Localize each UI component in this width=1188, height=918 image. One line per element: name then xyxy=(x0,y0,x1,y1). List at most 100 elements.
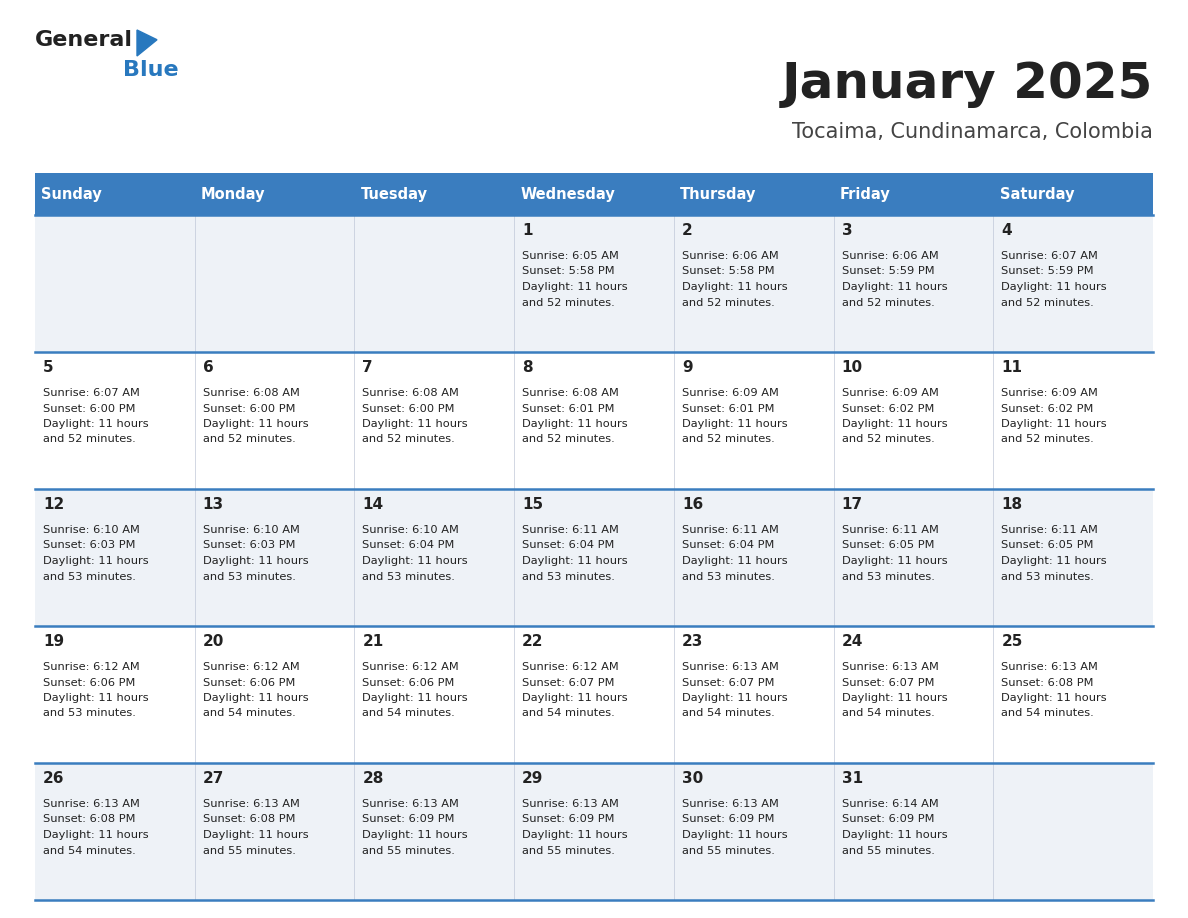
Text: Daylight: 11 hours: Daylight: 11 hours xyxy=(362,830,468,840)
Text: Sunrise: 6:07 AM: Sunrise: 6:07 AM xyxy=(1001,251,1098,261)
Text: and 53 minutes.: and 53 minutes. xyxy=(841,572,935,581)
Text: Sunrise: 6:13 AM: Sunrise: 6:13 AM xyxy=(523,799,619,809)
Text: 27: 27 xyxy=(203,771,225,786)
Text: Sunrise: 6:13 AM: Sunrise: 6:13 AM xyxy=(682,799,778,809)
Text: Daylight: 11 hours: Daylight: 11 hours xyxy=(841,556,947,566)
Bar xyxy=(834,352,993,489)
Text: and 53 minutes.: and 53 minutes. xyxy=(1001,572,1094,581)
Text: Daylight: 11 hours: Daylight: 11 hours xyxy=(682,556,788,566)
Text: 6: 6 xyxy=(203,360,214,375)
Text: Tuesday: Tuesday xyxy=(361,186,428,201)
Bar xyxy=(354,489,514,626)
Bar xyxy=(993,352,1154,489)
Text: and 54 minutes.: and 54 minutes. xyxy=(682,709,775,719)
Text: Sunset: 6:09 PM: Sunset: 6:09 PM xyxy=(523,814,614,824)
Text: Sunrise: 6:13 AM: Sunrise: 6:13 AM xyxy=(362,799,460,809)
Text: and 52 minutes.: and 52 minutes. xyxy=(523,434,615,444)
Bar xyxy=(195,763,354,900)
Text: and 53 minutes.: and 53 minutes. xyxy=(523,572,615,581)
Text: Sunrise: 6:08 AM: Sunrise: 6:08 AM xyxy=(523,388,619,398)
Text: and 52 minutes.: and 52 minutes. xyxy=(682,297,775,308)
Text: Daylight: 11 hours: Daylight: 11 hours xyxy=(841,830,947,840)
Text: Sunrise: 6:11 AM: Sunrise: 6:11 AM xyxy=(1001,525,1098,535)
Bar xyxy=(834,626,993,763)
Bar xyxy=(34,626,195,763)
Text: Sunset: 6:08 PM: Sunset: 6:08 PM xyxy=(203,814,295,824)
Text: 1: 1 xyxy=(523,223,532,238)
Bar xyxy=(674,352,834,489)
Text: Sunset: 6:07 PM: Sunset: 6:07 PM xyxy=(682,677,775,688)
Text: 15: 15 xyxy=(523,497,543,512)
Text: and 52 minutes.: and 52 minutes. xyxy=(682,434,775,444)
Text: and 52 minutes.: and 52 minutes. xyxy=(841,434,934,444)
Text: Daylight: 11 hours: Daylight: 11 hours xyxy=(523,830,627,840)
Text: Sunset: 5:58 PM: Sunset: 5:58 PM xyxy=(682,266,775,276)
Text: Sunset: 6:03 PM: Sunset: 6:03 PM xyxy=(203,541,295,551)
Text: 5: 5 xyxy=(43,360,53,375)
Text: and 55 minutes.: and 55 minutes. xyxy=(841,845,935,856)
Text: Sunset: 6:07 PM: Sunset: 6:07 PM xyxy=(523,677,614,688)
Text: Daylight: 11 hours: Daylight: 11 hours xyxy=(841,419,947,429)
Bar xyxy=(674,215,834,352)
Text: and 54 minutes.: and 54 minutes. xyxy=(523,709,615,719)
Text: Daylight: 11 hours: Daylight: 11 hours xyxy=(43,419,148,429)
Bar xyxy=(674,173,834,215)
Text: and 52 minutes.: and 52 minutes. xyxy=(362,434,455,444)
Text: Sunrise: 6:06 AM: Sunrise: 6:06 AM xyxy=(841,251,939,261)
Text: Daylight: 11 hours: Daylight: 11 hours xyxy=(523,693,627,703)
Text: 19: 19 xyxy=(43,634,64,649)
Text: Daylight: 11 hours: Daylight: 11 hours xyxy=(43,556,148,566)
Text: Sunset: 6:05 PM: Sunset: 6:05 PM xyxy=(1001,541,1094,551)
Text: 12: 12 xyxy=(43,497,64,512)
Text: Sunrise: 6:09 AM: Sunrise: 6:09 AM xyxy=(682,388,778,398)
Bar xyxy=(514,215,674,352)
Text: and 54 minutes.: and 54 minutes. xyxy=(362,709,455,719)
Text: Sunrise: 6:08 AM: Sunrise: 6:08 AM xyxy=(203,388,299,398)
Text: Sunset: 6:04 PM: Sunset: 6:04 PM xyxy=(682,541,775,551)
Text: and 53 minutes.: and 53 minutes. xyxy=(203,572,296,581)
Bar xyxy=(34,352,195,489)
Text: Sunday: Sunday xyxy=(42,186,102,201)
Text: and 53 minutes.: and 53 minutes. xyxy=(43,572,135,581)
Text: January 2025: January 2025 xyxy=(782,60,1154,108)
Bar xyxy=(354,763,514,900)
Text: Sunset: 6:00 PM: Sunset: 6:00 PM xyxy=(43,404,135,413)
Text: Sunset: 6:00 PM: Sunset: 6:00 PM xyxy=(203,404,295,413)
Text: and 52 minutes.: and 52 minutes. xyxy=(523,297,615,308)
Text: 14: 14 xyxy=(362,497,384,512)
Bar xyxy=(834,489,993,626)
Text: Daylight: 11 hours: Daylight: 11 hours xyxy=(203,693,309,703)
Bar xyxy=(674,489,834,626)
Bar xyxy=(993,489,1154,626)
Bar xyxy=(674,763,834,900)
Text: Sunrise: 6:09 AM: Sunrise: 6:09 AM xyxy=(841,388,939,398)
Text: Daylight: 11 hours: Daylight: 11 hours xyxy=(1001,693,1107,703)
Text: Daylight: 11 hours: Daylight: 11 hours xyxy=(203,419,309,429)
Bar xyxy=(34,489,195,626)
Text: 2: 2 xyxy=(682,223,693,238)
Text: and 54 minutes.: and 54 minutes. xyxy=(203,709,296,719)
Text: Daylight: 11 hours: Daylight: 11 hours xyxy=(682,693,788,703)
Text: 23: 23 xyxy=(682,634,703,649)
Text: 16: 16 xyxy=(682,497,703,512)
Text: 10: 10 xyxy=(841,360,862,375)
Text: Sunrise: 6:11 AM: Sunrise: 6:11 AM xyxy=(841,525,939,535)
Text: 18: 18 xyxy=(1001,497,1023,512)
Text: Sunset: 5:59 PM: Sunset: 5:59 PM xyxy=(1001,266,1094,276)
Text: 25: 25 xyxy=(1001,634,1023,649)
Text: Sunrise: 6:10 AM: Sunrise: 6:10 AM xyxy=(203,525,299,535)
Text: Sunrise: 6:09 AM: Sunrise: 6:09 AM xyxy=(1001,388,1098,398)
Text: Daylight: 11 hours: Daylight: 11 hours xyxy=(523,419,627,429)
Text: Saturday: Saturday xyxy=(999,186,1074,201)
Text: Sunrise: 6:13 AM: Sunrise: 6:13 AM xyxy=(1001,662,1098,672)
Bar xyxy=(195,626,354,763)
Text: and 52 minutes.: and 52 minutes. xyxy=(841,297,934,308)
Text: Thursday: Thursday xyxy=(681,186,757,201)
Bar xyxy=(993,173,1154,215)
Text: Sunrise: 6:06 AM: Sunrise: 6:06 AM xyxy=(682,251,778,261)
Text: and 53 minutes.: and 53 minutes. xyxy=(43,709,135,719)
Text: and 52 minutes.: and 52 minutes. xyxy=(1001,434,1094,444)
Text: Daylight: 11 hours: Daylight: 11 hours xyxy=(1001,419,1107,429)
Text: 3: 3 xyxy=(841,223,852,238)
Text: 28: 28 xyxy=(362,771,384,786)
